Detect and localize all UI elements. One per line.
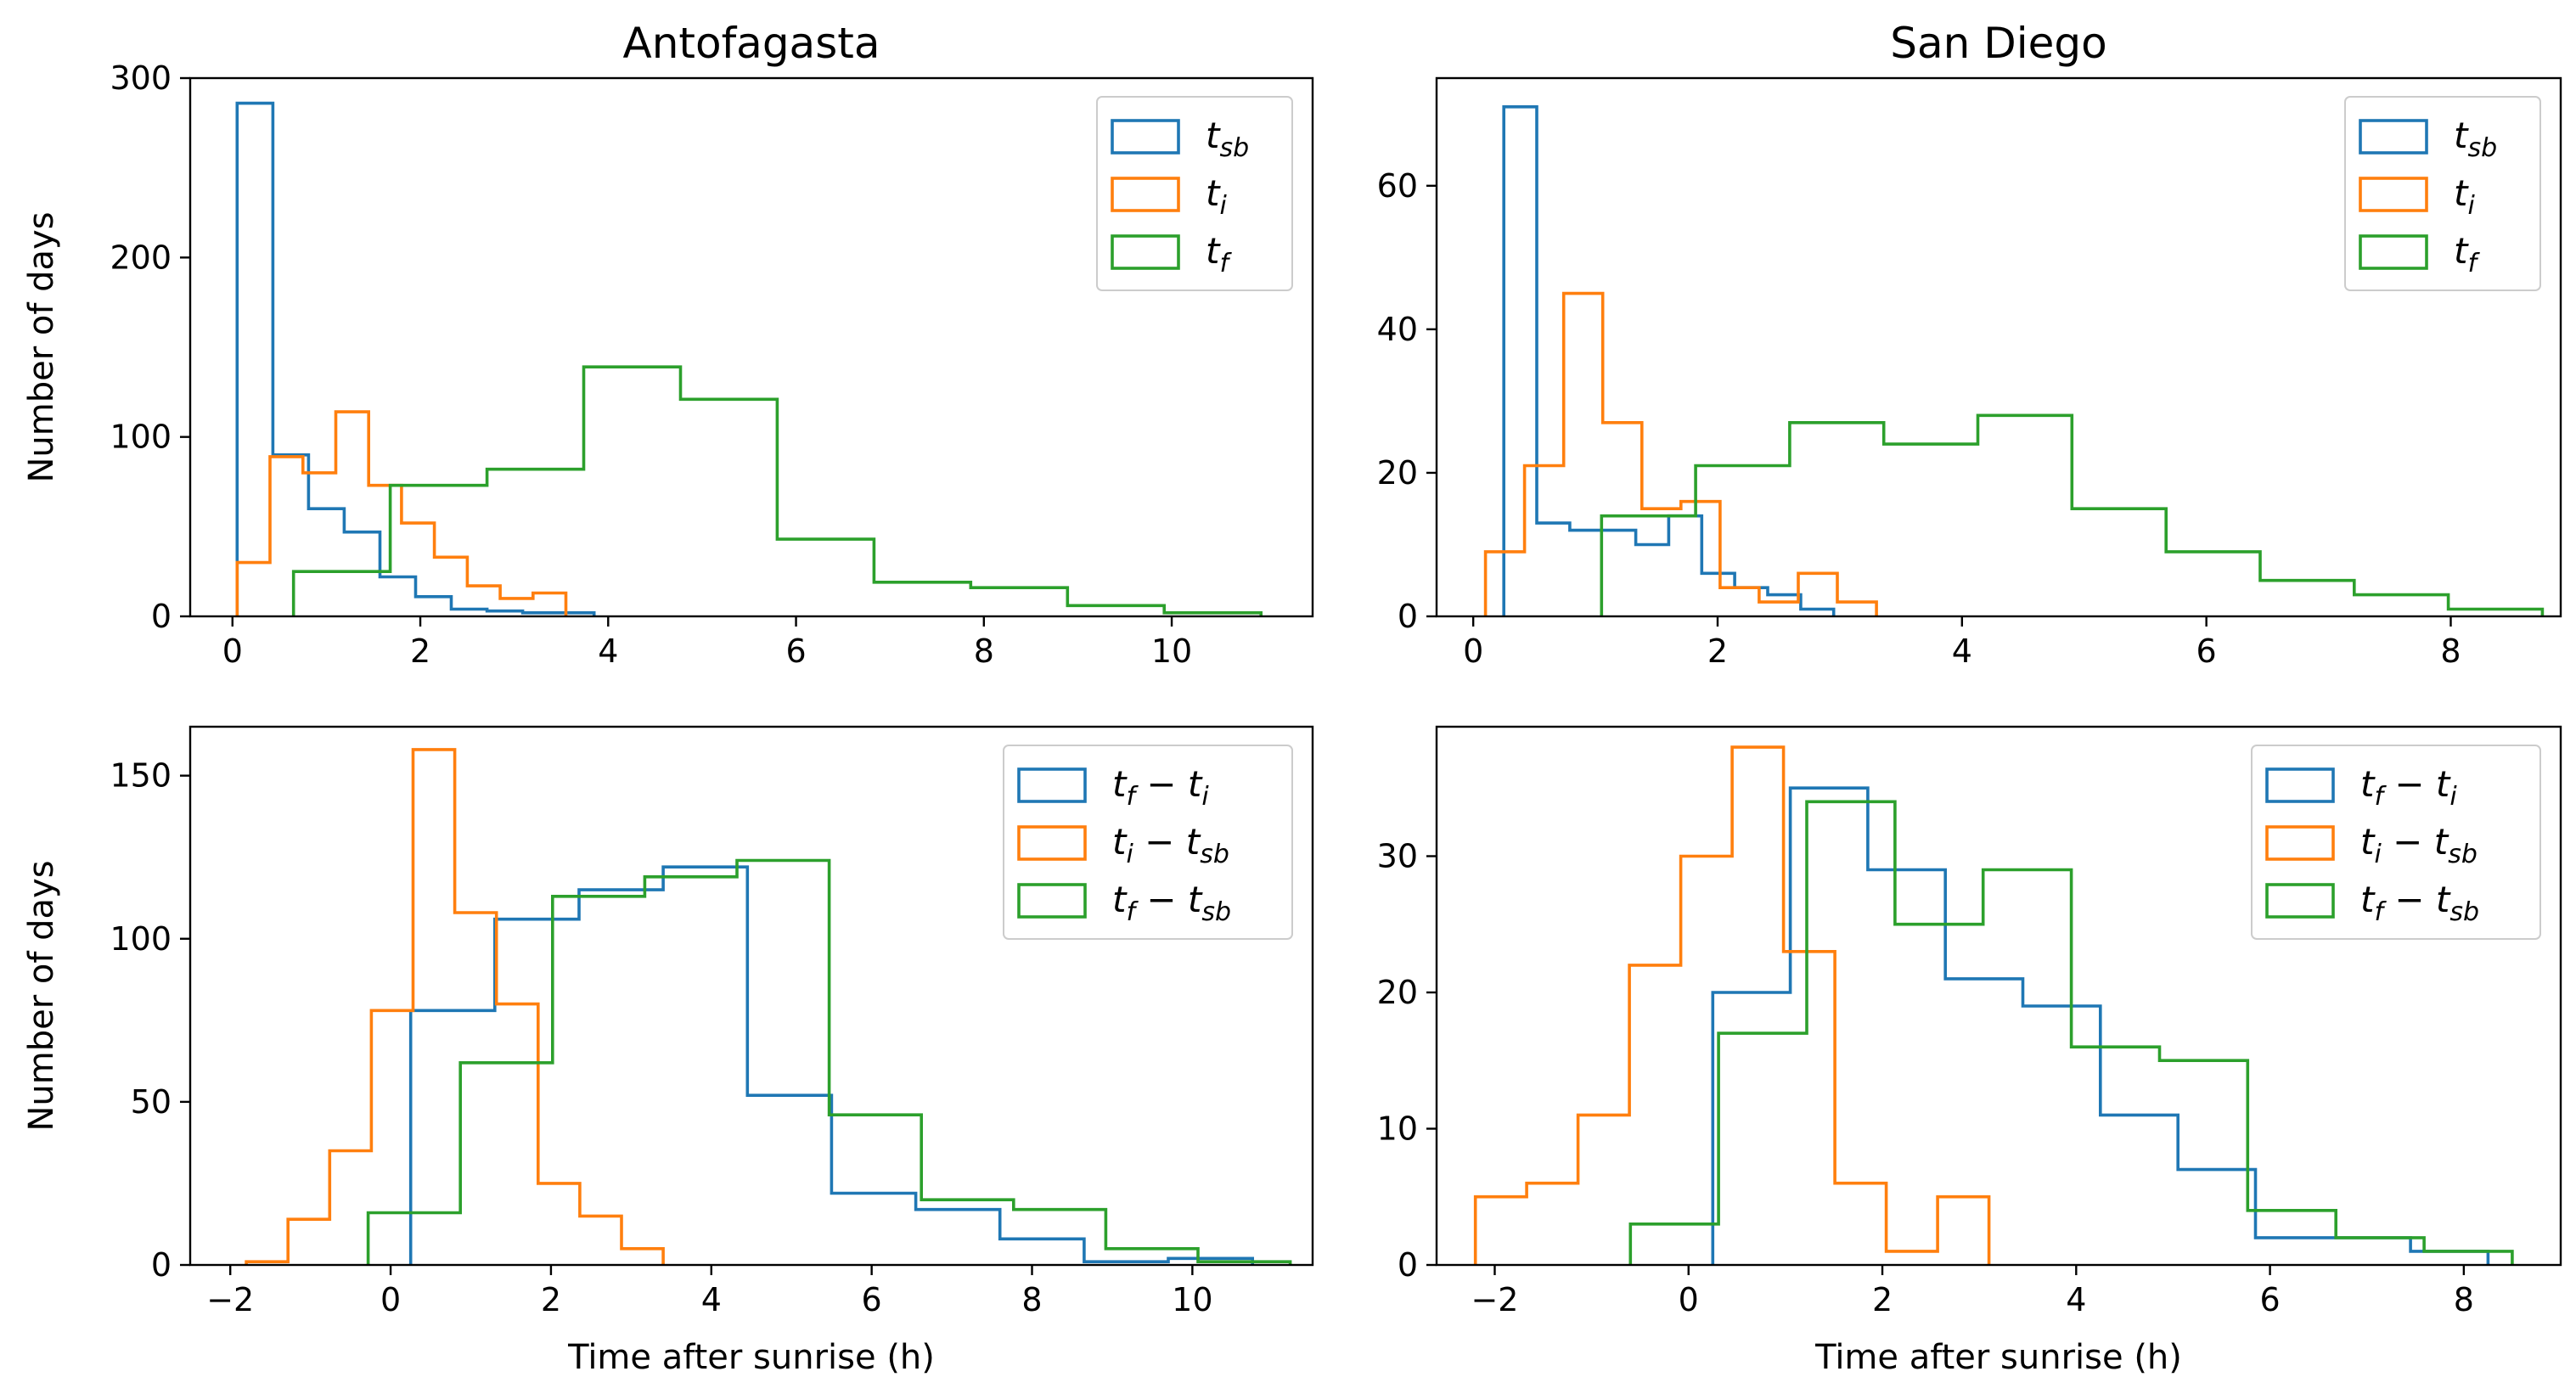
y-tick-label: 100 (110, 920, 172, 958)
legend-swatch-t-f-t-sb (1017, 883, 1087, 919)
legend-label-t-f-t-sb: tf − tsb (2360, 879, 2479, 927)
x-tick-label: 6 (785, 632, 806, 670)
legend-swatch-t-i-t-sb (2265, 825, 2335, 861)
legend-swatch-t-sb (1111, 119, 1180, 155)
histogram-series-t-sb (235, 101, 596, 616)
y-tick-label: 200 (110, 239, 172, 276)
x-tick-label: 2 (1707, 632, 1728, 670)
histogram-series-t-i-t-sb (1473, 745, 1991, 1265)
x-tick-label: 8 (1021, 1281, 1042, 1318)
histogram-series-t-f-t-sb (1628, 800, 2514, 1265)
y-tick-label: 20 (1377, 974, 1418, 1011)
y-tick-label: 20 (1377, 454, 1418, 492)
legend-box (1003, 745, 1293, 940)
x-tick-label: 4 (598, 632, 618, 670)
x-tick-label: 4 (1952, 632, 1972, 670)
legend-swatch-t-f (1111, 234, 1180, 270)
y-tick-label: 60 (1377, 167, 1418, 205)
x-tick-label: 8 (2454, 1281, 2474, 1318)
x-tick-label: 8 (2440, 632, 2461, 670)
y-axis-label: Number of days (22, 211, 61, 482)
x-tick-label: 2 (410, 632, 430, 670)
legend-swatch-t-i-t-sb (1017, 825, 1087, 861)
legend-box (2251, 745, 2541, 940)
x-axis-label: Time after sunrise (h) (567, 1338, 935, 1377)
legend: tf − ti ti − tsb tf − tsb (1003, 745, 1293, 940)
x-tick-label: 0 (380, 1281, 401, 1318)
legend-swatch-t-f (2359, 234, 2428, 270)
x-tick-label: 6 (2259, 1281, 2280, 1318)
y-tick-label: 10 (1377, 1110, 1418, 1147)
x-axis-label: Time after sunrise (h) (1814, 1338, 2182, 1377)
legend-swatch-t-f-t-i (1017, 767, 1087, 803)
y-tick-label: 50 (131, 1083, 172, 1121)
plot-frame (188, 725, 1314, 1267)
histogram-series-t-i (1483, 291, 1878, 616)
legend-label-t-i: ti (2454, 172, 2475, 221)
legend-label-t-f-t-i: tf − ti (2360, 763, 2457, 812)
legend-swatch-t-f-t-i (2265, 767, 2335, 803)
legend-label-t-sb: tsb (1206, 115, 1249, 163)
legend-label-t-i-t-sb: ti − tsb (2360, 821, 2478, 869)
x-tick-label: 0 (1679, 1281, 1699, 1318)
panel-title: San Diego (1890, 19, 2106, 68)
x-tick-label: 2 (541, 1281, 561, 1318)
legend: tf − ti ti − tsb tf − tsb (2251, 745, 2541, 940)
x-tick-label: 2 (1872, 1281, 1893, 1318)
histogram-series-t-f-t-i (408, 865, 1254, 1265)
histogram-series-t-i-t-sb (245, 748, 665, 1265)
plot-frame (188, 76, 1314, 618)
legend-swatch-t-sb (2359, 119, 2428, 155)
legend-swatch-t-f-t-sb (2265, 883, 2335, 919)
x-tick-label: −2 (206, 1281, 254, 1318)
y-tick-label: 30 (1377, 837, 1418, 874)
legend-swatch-t-i (1111, 177, 1180, 212)
histogram-series-t-f (291, 365, 1263, 616)
histogram-series-t-sb (1502, 105, 1836, 616)
x-tick-label: 6 (862, 1281, 882, 1318)
x-tick-label: 0 (222, 632, 243, 670)
y-tick-label: 0 (1398, 1246, 1418, 1284)
plot-frame (1435, 76, 2562, 618)
histogram-series-t-f-t-sb (366, 858, 1292, 1265)
x-tick-label: 6 (2196, 632, 2217, 670)
histogram-series-t-f (1600, 413, 2545, 616)
x-tick-label: 4 (2066, 1281, 2086, 1318)
legend-box (2344, 96, 2541, 291)
x-tick-label: 10 (1172, 1281, 1212, 1318)
legend-label-t-sb: tsb (2454, 115, 2497, 163)
y-axis-label: Number of days (22, 860, 61, 1131)
legend-box (1096, 96, 1293, 291)
x-tick-label: 4 (701, 1281, 722, 1318)
chart-panel-4: −2 0 2 4 6 8 0 10 20 30 Time after sunrise (h) tf −… (1377, 725, 2562, 1377)
y-tick-label: 300 (110, 59, 172, 97)
x-tick-label: 10 (1151, 632, 1192, 670)
legend-swatch-t-i (2359, 177, 2428, 212)
x-tick-label: −2 (1471, 1281, 1518, 1318)
legend-label-t-i: ti (1206, 172, 1227, 221)
y-tick-label: 40 (1377, 311, 1418, 348)
y-tick-label: 0 (151, 1246, 172, 1284)
y-tick-label: 0 (151, 598, 172, 635)
x-tick-label: 8 (974, 632, 994, 670)
y-tick-label: 0 (1398, 598, 1418, 635)
panel-title: Antofagasta (622, 19, 880, 68)
legend-label-t-i-t-sb: ti − tsb (1112, 821, 1229, 869)
histogram-series-t-i (235, 410, 568, 616)
legend-label-t-f-t-i: tf − ti (1112, 763, 1209, 812)
legend-label-t-f-t-sb: tf − tsb (1112, 879, 1231, 927)
y-tick-label: 150 (110, 757, 172, 795)
y-tick-label: 100 (110, 419, 172, 456)
x-tick-label: 0 (1463, 632, 1483, 670)
plot-frame (1435, 725, 2562, 1267)
